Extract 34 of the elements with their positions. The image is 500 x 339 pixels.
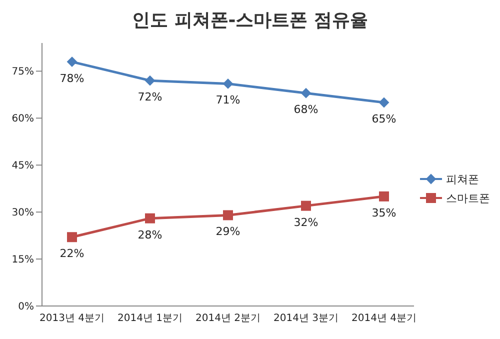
y-tick-label: 45% (12, 160, 34, 172)
x-tick-label: 2013년 4분기 (40, 313, 104, 324)
data-label: 32% (294, 216, 318, 229)
data-label: 29% (216, 225, 240, 238)
data-label: 72% (138, 90, 162, 104)
y-tick-label: 15% (12, 254, 34, 266)
point (145, 76, 155, 86)
x-tick-label: 2014년 1분기 (118, 313, 182, 324)
data-label: 22% (60, 247, 84, 260)
data-label: 78% (60, 72, 84, 85)
chart-title: 인도 피쳐폰-스마트폰 점유율 (130, 9, 369, 33)
y-tick-label: 0% (18, 302, 34, 313)
point (67, 56, 77, 67)
data-label: 65% (372, 112, 396, 126)
x-tick-label: 2014년 3분기 (274, 313, 338, 324)
point (301, 200, 311, 211)
y-tick-label: 60% (12, 114, 34, 125)
data-label: 71% (216, 94, 240, 107)
y-tick-label: 30% (12, 208, 34, 219)
point (301, 88, 311, 98)
legend-label: 피쳐폰 (446, 172, 479, 186)
data-label: 68% (294, 103, 318, 116)
point (223, 210, 233, 220)
data-label: 28% (138, 228, 162, 242)
legend-label: 스마트폰 (446, 190, 490, 206)
y-tick-label: 75% (12, 66, 34, 78)
data-label: 35% (372, 206, 396, 220)
point (223, 78, 233, 89)
point (67, 232, 77, 242)
point (145, 213, 155, 224)
x-tick-label: 2014년 4분기 (352, 313, 416, 324)
point (379, 97, 389, 108)
point (379, 191, 389, 202)
x-tick-label: 2014년 2분기 (196, 313, 260, 324)
